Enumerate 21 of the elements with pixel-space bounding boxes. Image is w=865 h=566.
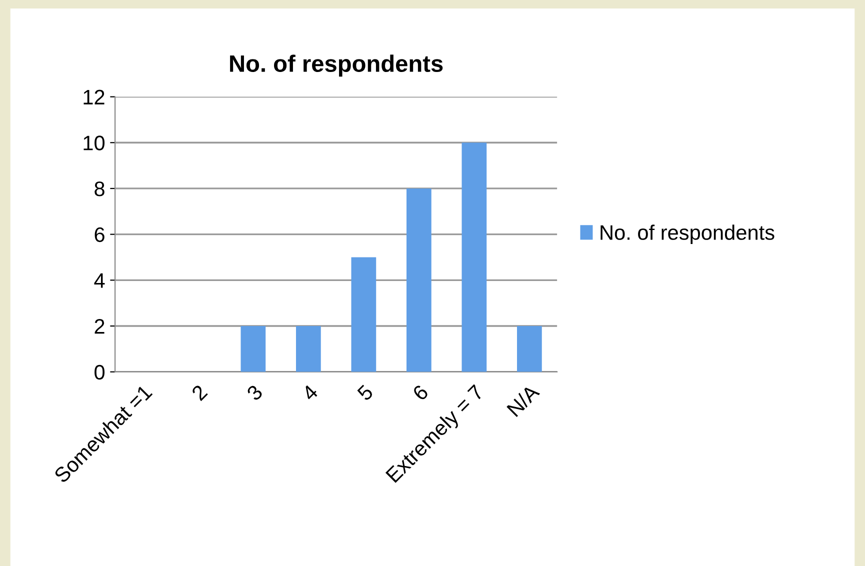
bar xyxy=(406,188,432,372)
y-tick-label: 6 xyxy=(94,227,104,242)
bar xyxy=(240,326,266,372)
x-tick-label: 4 xyxy=(301,384,319,402)
y-tick-label: 4 xyxy=(94,273,105,288)
bar xyxy=(517,326,542,372)
y-tick-label: 10 xyxy=(84,136,105,150)
x-tick-label: N/A xyxy=(506,383,540,418)
x-tick-label: 5 xyxy=(356,384,374,402)
x-tick-label: 6 xyxy=(412,384,430,402)
chart-title: No. of respondents xyxy=(230,54,443,77)
bar xyxy=(462,142,487,372)
legend-label: No. of respondents xyxy=(600,224,774,244)
bar xyxy=(296,326,321,372)
y-tick-label: 8 xyxy=(94,181,104,196)
x-tick-label: 3 xyxy=(246,384,264,402)
bar xyxy=(351,257,376,372)
y-tick-label: 12 xyxy=(84,90,104,104)
x-tick-label: 2 xyxy=(190,384,208,402)
y-tick-label: 0 xyxy=(94,364,105,380)
y-tick-label: 2 xyxy=(94,319,104,334)
